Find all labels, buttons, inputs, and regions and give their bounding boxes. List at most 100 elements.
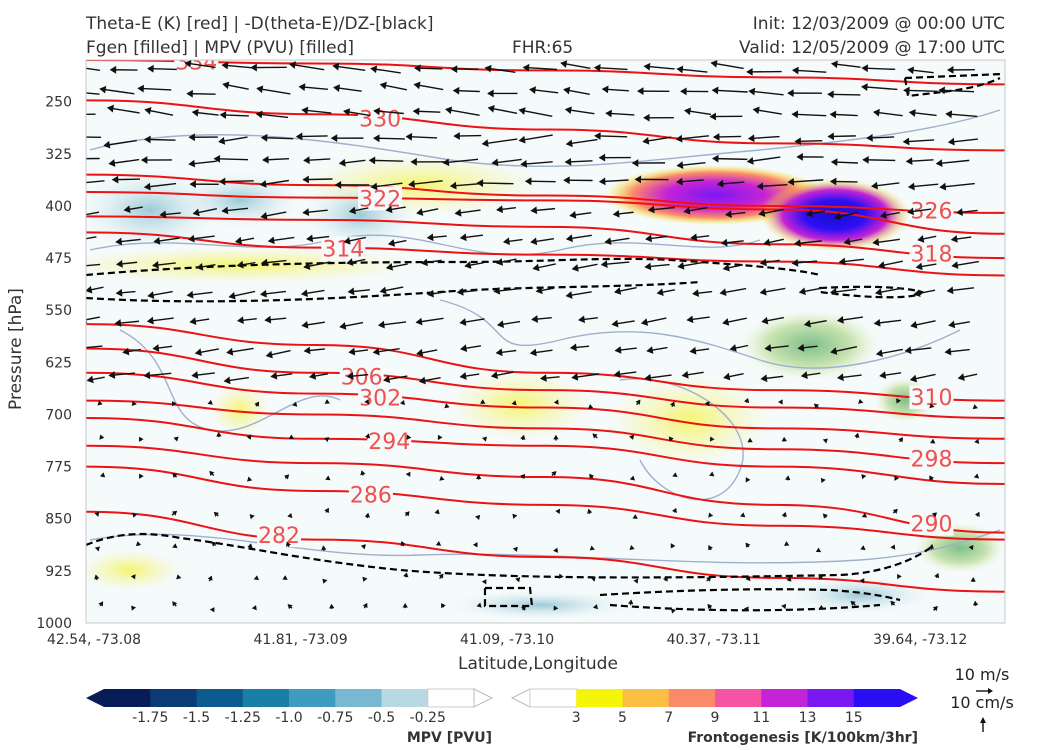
- wind-arrowhead: [972, 600, 979, 606]
- wind-arrowhead: [535, 286, 543, 295]
- dthetae-contour: [818, 285, 924, 299]
- wind-arrowhead: [192, 208, 200, 217]
- wind-arrowhead: [171, 510, 178, 516]
- wind-arrowhead: [800, 371, 808, 379]
- wind-arrowhead: [553, 605, 559, 611]
- wind-arrowhead: [833, 212, 841, 221]
- wind-arrowhead: [385, 205, 393, 214]
- wind-arrowhead: [107, 104, 115, 113]
- wind-arrowhead: [643, 113, 650, 122]
- wind-arrowhead: [830, 347, 838, 355]
- wind-arrowhead: [676, 177, 683, 186]
- wind-arrowhead: [99, 434, 105, 440]
- wind-arrowhead: [115, 288, 123, 297]
- wind-arrowhead: [929, 475, 934, 481]
- wind-arrowhead: [418, 376, 426, 385]
- wind-arrowhead: [364, 512, 371, 518]
- vector-key-horizontal-arrowhead: [988, 688, 993, 694]
- wind-arrowhead: [944, 347, 952, 356]
- wind-arrowhead: [490, 371, 499, 380]
- wind-arrowhead: [73, 237, 78, 243]
- wind-arrowhead: [827, 132, 834, 141]
- colorbar-tick-label: -0.75: [317, 710, 353, 726]
- wind-arrowhead: [146, 316, 154, 325]
- wind-arrow: [100, 88, 135, 95]
- colorbar-tick-label: 5: [618, 710, 627, 726]
- wind-arrowhead: [932, 606, 938, 612]
- wind-arrowhead: [270, 371, 278, 380]
- wind-arrowhead: [74, 134, 79, 140]
- wind-arrowhead: [325, 475, 331, 481]
- theta-e-line: [86, 510, 1005, 593]
- wind-arrowhead: [147, 291, 155, 299]
- wind-arrowhead: [829, 110, 837, 119]
- wind-arrowhead: [794, 239, 801, 247]
- wind-arrowhead: [379, 81, 387, 90]
- wind-arrowhead: [512, 546, 518, 552]
- wind-arrow: [861, 85, 898, 91]
- wind-arrow: [257, 87, 291, 95]
- valid-time: Valid: 12/05/2009 @ 17:00 UTC: [739, 38, 1005, 58]
- wind-arrowhead: [176, 574, 182, 580]
- wind-arrowhead: [564, 106, 572, 115]
- wind-arrowhead: [904, 346, 912, 355]
- wind-arrowhead: [662, 576, 668, 582]
- wind-arrowhead: [635, 399, 641, 405]
- wind-arrowhead: [377, 320, 385, 329]
- colorbar-cell: [853, 689, 901, 707]
- wind-arrowhead: [786, 576, 792, 582]
- mpv-outline: [439, 299, 961, 369]
- colorbar-tick-label: -1.0: [275, 710, 302, 726]
- wind-arrowhead: [830, 60, 838, 69]
- wind-arrowhead: [553, 434, 559, 440]
- wind-arrowhead: [850, 600, 856, 606]
- wind-arrow: [519, 134, 553, 142]
- wind-arrowhead: [680, 87, 687, 96]
- dthetae-contour: [599, 588, 901, 602]
- colorbar-cell: [427, 688, 475, 708]
- wind-arrowhead: [405, 471, 411, 477]
- wind-arrowhead: [520, 159, 528, 168]
- wind-arrowhead: [348, 206, 357, 215]
- wind-arrowhead: [968, 545, 974, 551]
- wind-arrowhead: [282, 575, 288, 580]
- wind-arrowhead: [898, 437, 904, 443]
- wind-arrowhead: [908, 109, 916, 117]
- wind-arrowhead: [972, 404, 978, 410]
- wind-arrowhead: [426, 233, 434, 242]
- wind-arrowhead: [343, 108, 351, 116]
- wind-arrowhead: [475, 514, 481, 521]
- wind-arrowhead: [565, 291, 573, 299]
- wind-arrowhead: [476, 179, 484, 187]
- wind-arrowhead: [862, 155, 869, 164]
- colorbar-tick-label: 9: [711, 710, 720, 726]
- wind-arrowhead: [322, 578, 328, 584]
- wind-arrowhead: [373, 134, 380, 143]
- wind-arrowhead: [284, 474, 290, 480]
- wind-arrowhead: [301, 320, 309, 329]
- y-axis-label: Pressure [hPa]: [6, 288, 26, 410]
- wind-arrowhead: [646, 346, 654, 354]
- wind-arrowhead: [565, 139, 573, 148]
- wind-arrowhead: [216, 431, 222, 437]
- wind-arrowhead: [475, 474, 482, 479]
- wind-arrowhead: [781, 511, 787, 518]
- title-left-line2: Fgen [filled] | MPV (PVU) [filled]: [86, 38, 355, 58]
- wind-arrowhead: [94, 546, 100, 552]
- wind-arrowhead: [334, 180, 342, 189]
- wind-arrowhead: [186, 89, 193, 98]
- wind-arrowhead: [787, 89, 794, 98]
- wind-arrow: [86, 316, 100, 321]
- x-axis-label: Latitude,Longitude: [458, 654, 618, 674]
- wind-arrowhead: [135, 541, 142, 547]
- wind-arrow: [86, 236, 97, 240]
- theta-e-line: [86, 323, 1005, 402]
- wind-arrowhead: [219, 111, 227, 119]
- wind-arrowhead: [437, 434, 443, 441]
- wind-arrowhead: [634, 175, 642, 184]
- wind-arrowhead: [303, 156, 310, 165]
- wind-arrowhead: [288, 434, 295, 440]
- mpv-colorbar-cells: [104, 688, 475, 708]
- title-left-line1: Theta-E (K) [red] | -D(theta-E)/DZ-[blac…: [86, 14, 434, 34]
- wind-arrowhead: [902, 137, 910, 146]
